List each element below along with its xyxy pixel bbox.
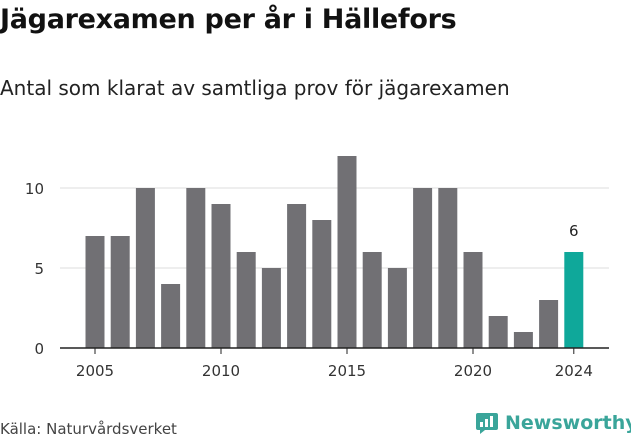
bar-2014 — [312, 220, 332, 348]
chart-title: Jägarexamen per år i Hällefors — [0, 4, 457, 35]
bars — [85, 156, 584, 348]
bar-2022 — [513, 332, 533, 348]
bar-2023 — [539, 300, 559, 348]
chart-subtitle: Antal som klarat av samtliga prov för jä… — [0, 76, 510, 100]
y-tick-label: 0 — [34, 340, 44, 358]
data-labels: 6 — [569, 222, 579, 240]
y-tick-label: 10 — [25, 180, 44, 198]
source-note: Källa: Naturvårdsverket — [0, 420, 177, 438]
bar-2021 — [488, 316, 508, 348]
data-label-2024: 6 — [569, 222, 579, 240]
bar-2020 — [463, 252, 483, 348]
bar-2019 — [438, 188, 458, 348]
brand-logo: Newsworthy — [475, 409, 631, 437]
bar-2015 — [337, 156, 357, 348]
bar-2024 — [564, 252, 584, 348]
bar-2011 — [236, 252, 256, 348]
bar-2008 — [161, 284, 181, 348]
bar-2005 — [85, 236, 105, 348]
x-tick-label: 2024 — [555, 362, 593, 380]
bar-2006 — [110, 236, 130, 348]
x-tick-label: 2015 — [328, 362, 366, 380]
x-axis-ticks: 2005 2010 2015 2020 2024 — [76, 348, 593, 380]
bar-2010 — [211, 204, 231, 348]
bar-2007 — [135, 188, 155, 348]
x-tick-label: 2010 — [202, 362, 240, 380]
bar-2017 — [387, 268, 407, 348]
newsworthy-logo-icon — [476, 413, 498, 434]
bar-2012 — [261, 268, 281, 348]
bar-2009 — [186, 188, 206, 348]
x-tick-label: 2005 — [76, 362, 114, 380]
y-axis-ticks: 0 5 10 — [25, 180, 44, 358]
bar-chart: 0 5 10 6 2005 2010 2015 2020 2024 — [25, 156, 609, 380]
y-tick-label: 5 — [34, 260, 44, 278]
bar-2013 — [287, 204, 307, 348]
bar-2018 — [413, 188, 433, 348]
x-tick-label: 2020 — [454, 362, 492, 380]
brand-name: Newsworthy — [505, 412, 631, 434]
bar-2016 — [362, 252, 382, 348]
